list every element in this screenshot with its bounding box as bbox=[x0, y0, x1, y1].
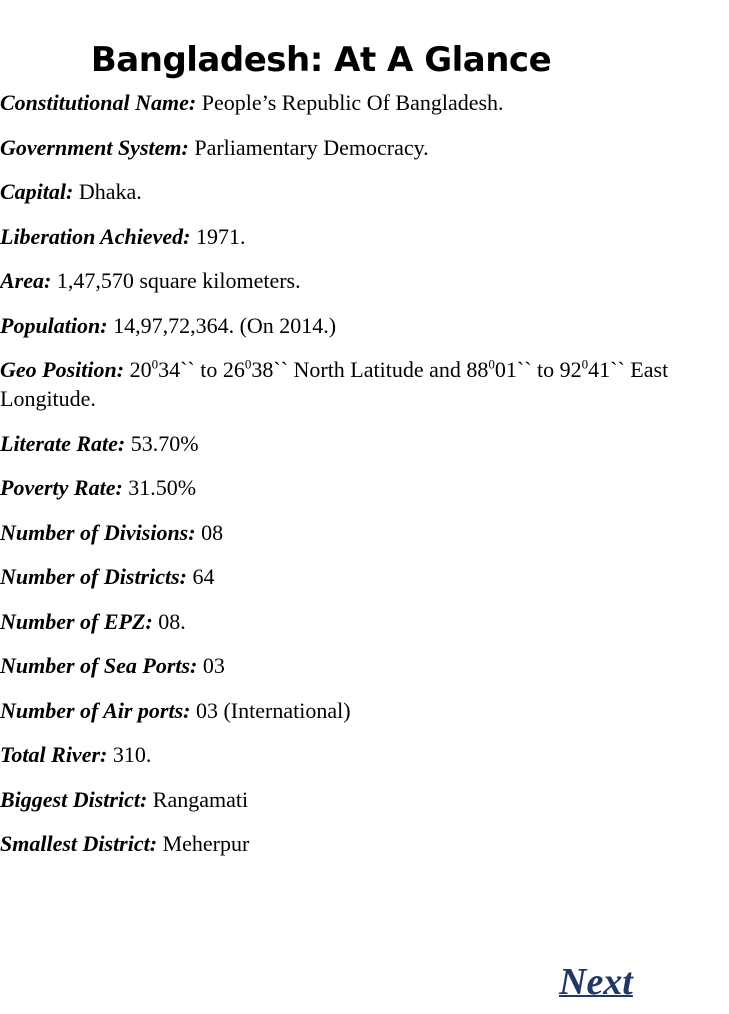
fact-government-system: Government System: Parliamentary Democra… bbox=[0, 133, 720, 162]
fact-population: Population: 14,97,72,364. (On 2014.) bbox=[0, 311, 720, 340]
fact-number-of-epz: Number of EPZ: 08. bbox=[0, 607, 720, 636]
fact-constitutional-name: Constitutional Name: People’s Republic O… bbox=[0, 88, 720, 117]
fact-total-river: Total River: 310. bbox=[0, 740, 720, 769]
fact-literate-rate: Literate Rate: 53.70% bbox=[0, 429, 720, 458]
fact-value: 53.70% bbox=[130, 430, 199, 456]
fact-value: People’s Republic Of Bangladesh. bbox=[201, 90, 504, 115]
fact-value: Dhaka. bbox=[78, 179, 142, 204]
geo-lat-from-deg: 20 bbox=[129, 357, 152, 382]
degree-mark: 0 bbox=[488, 356, 495, 372]
fact-label: Number of Air ports: bbox=[0, 697, 191, 723]
fact-value: Rangamati bbox=[152, 786, 249, 812]
fact-label: Biggest District: bbox=[0, 786, 148, 812]
fact-value: 31.50% bbox=[128, 475, 197, 500]
fact-label: Number of Districts: bbox=[0, 564, 187, 589]
fact-value: 1971. bbox=[195, 223, 246, 249]
fact-number-of-districts: Number of Districts: 64 bbox=[0, 562, 720, 591]
fact-label: Poverty Rate: bbox=[0, 475, 123, 500]
degree-mark: 0 bbox=[244, 356, 252, 372]
fact-value: 310. bbox=[112, 742, 152, 767]
fact-value: 14,97,72,364. (On 2014.) bbox=[113, 312, 337, 338]
fact-label: Geo Position: bbox=[0, 357, 125, 382]
degree-mark: 0 bbox=[581, 356, 589, 372]
fact-liberation-achieved: Liberation Achieved: 1971. bbox=[0, 222, 720, 251]
fact-poverty-rate: Poverty Rate: 31.50% bbox=[0, 473, 720, 502]
next-link[interactable]: Next bbox=[559, 961, 633, 1003]
fact-label: Number of Sea Ports: bbox=[0, 653, 198, 678]
geo-lat-from-min: 34`` to 26 bbox=[158, 357, 245, 382]
fact-value: 03 (International) bbox=[195, 697, 351, 723]
page-title: Bangladesh: At A Glance bbox=[90, 40, 552, 80]
fact-number-of-sea-ports: Number of Sea Ports: 03 bbox=[0, 651, 720, 680]
fact-label: Constitutional Name: bbox=[0, 90, 197, 115]
fact-value: 03 bbox=[202, 653, 225, 678]
fact-value: Meherpur bbox=[162, 831, 250, 856]
fact-capital: Capital: Dhaka. bbox=[0, 177, 720, 206]
fact-number-of-divisions: Number of Divisions: 08 bbox=[0, 518, 720, 547]
fact-label: Government System: bbox=[0, 134, 189, 160]
fact-label: Area: bbox=[0, 268, 52, 293]
fact-label: Population: bbox=[0, 312, 108, 338]
fact-label: Number of EPZ: bbox=[0, 608, 153, 634]
fact-number-of-air-ports: Number of Air ports: 03 (International) bbox=[0, 696, 720, 725]
fact-label: Smallest District: bbox=[0, 831, 158, 856]
fact-value: 64 bbox=[192, 564, 215, 589]
fact-value: Parliamentary Democracy. bbox=[194, 134, 429, 160]
geo-lat-to-min: 38`` North Latitude and 88 bbox=[251, 357, 489, 382]
fact-value: 1,47,570 square kilometers. bbox=[56, 268, 301, 293]
fact-label: Liberation Achieved: bbox=[0, 223, 191, 249]
fact-label: Number of Divisions: bbox=[0, 519, 196, 545]
fact-label: Total River: bbox=[0, 742, 108, 767]
fact-geo-position: Geo Position: 20034`` to 26038`` North L… bbox=[0, 355, 720, 413]
degree-mark: 0 bbox=[151, 356, 159, 372]
fact-value: 08 bbox=[201, 519, 224, 545]
fact-value: 08. bbox=[158, 608, 186, 634]
fact-label: Capital: bbox=[0, 179, 74, 204]
fact-biggest-district: Biggest District: Rangamati bbox=[0, 785, 720, 814]
fact-area: Area: 1,47,570 square kilometers. bbox=[0, 266, 720, 295]
geo-lon-from-min: 01`` to 92 bbox=[494, 357, 582, 382]
fact-smallest-district: Smallest District: Meherpur bbox=[0, 829, 720, 858]
geo-lon-to-min: 41`` East Longitude. bbox=[0, 357, 669, 411]
facts-list: Constitutional Name: People’s Republic O… bbox=[0, 88, 720, 874]
fact-label: Literate Rate: bbox=[0, 430, 126, 456]
